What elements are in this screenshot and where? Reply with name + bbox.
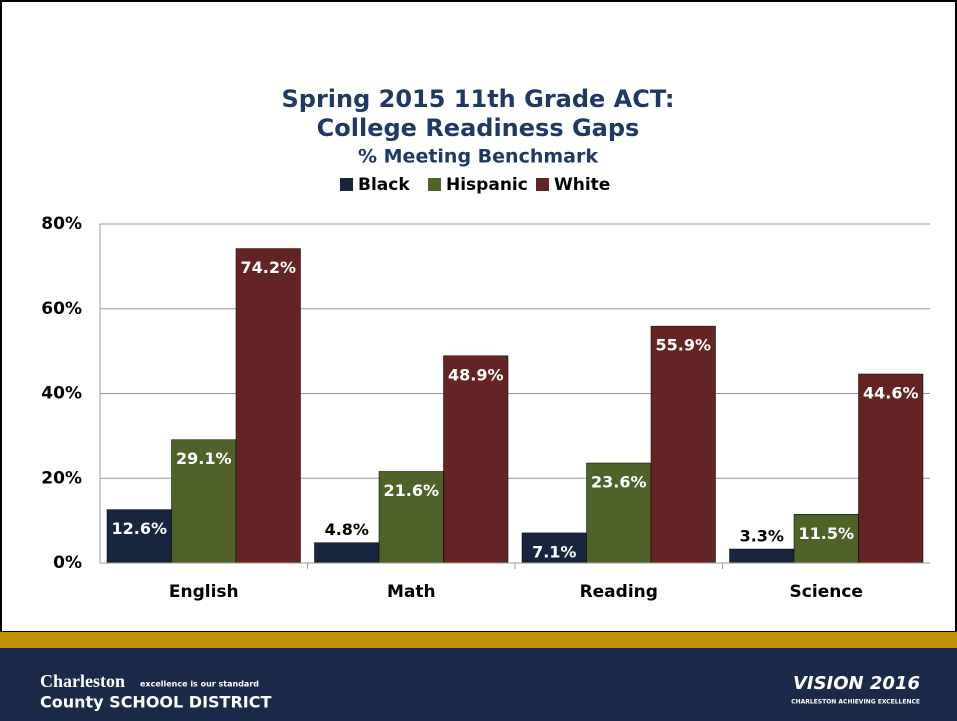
y-tick-label: 80% — [41, 214, 82, 234]
legend-label: Black — [358, 175, 410, 195]
x-tick-label: Math — [387, 582, 436, 602]
x-tick-label: Reading — [580, 582, 658, 602]
bar — [858, 373, 924, 564]
legend-swatch — [340, 178, 353, 191]
bar — [586, 462, 652, 564]
bar — [235, 248, 301, 564]
bar — [378, 471, 444, 564]
data-label: 21.6% — [383, 481, 439, 500]
footer-band — [0, 648, 957, 721]
data-label: 23.6% — [591, 472, 647, 491]
x-tick-label: English — [169, 582, 239, 602]
y-tick-label: 60% — [41, 299, 82, 319]
bar — [521, 532, 587, 564]
legend-label: White — [554, 175, 610, 195]
bar — [793, 514, 859, 564]
data-label: 3.3% — [740, 527, 784, 546]
gold-band — [0, 632, 957, 648]
footer-vision: VISION 2016 — [793, 673, 920, 694]
y-tick-label: 0% — [53, 553, 82, 573]
y-tick-label: 20% — [41, 468, 82, 488]
chart-subtitle2: % Meeting Benchmark — [358, 146, 598, 168]
bar — [729, 548, 795, 564]
data-label: 55.9% — [655, 336, 711, 355]
footer-tagline: excellence is our standard — [140, 680, 259, 689]
footer-vision-tagline: CHARLESTON ACHIEVING EXCELLENCE — [791, 699, 920, 706]
legend-swatch — [428, 178, 441, 191]
footer-district: Charleston — [40, 671, 125, 691]
chart-title: Spring 2015 11th Grade ACT: — [282, 85, 675, 113]
data-label: 12.6% — [111, 519, 167, 538]
data-label: 11.5% — [798, 524, 854, 543]
legend-swatch — [536, 178, 549, 191]
data-label: 4.8% — [325, 520, 369, 539]
chart-subtitle: College Readiness Gaps — [317, 114, 640, 142]
legend-label: Hispanic — [446, 175, 528, 195]
bar — [650, 325, 716, 564]
bar — [314, 542, 380, 564]
data-label: 48.9% — [448, 365, 504, 384]
data-label: 74.2% — [240, 258, 296, 277]
data-label: 7.1% — [532, 542, 576, 561]
footer-district: County SCHOOL DISTRICT — [40, 693, 271, 712]
data-label: 29.1% — [176, 449, 232, 468]
data-label: 44.6% — [863, 384, 919, 403]
x-tick-label: Science — [790, 582, 863, 602]
bar — [443, 355, 509, 564]
y-tick-label: 40% — [41, 384, 82, 404]
